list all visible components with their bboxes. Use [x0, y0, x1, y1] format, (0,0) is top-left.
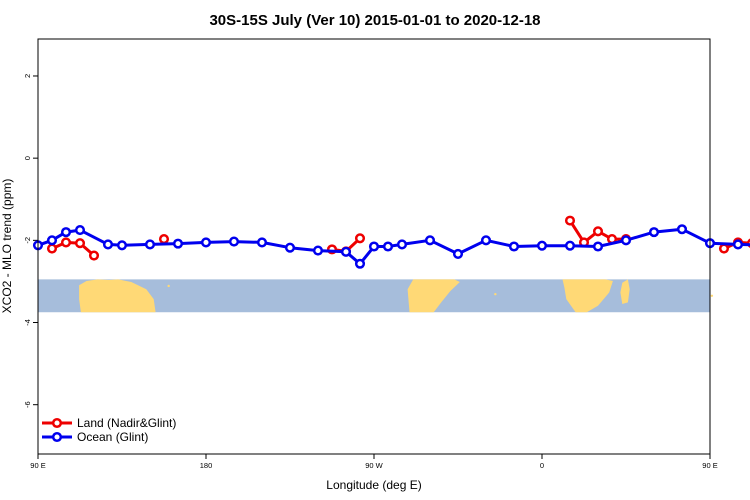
y-tick-label: 2 [23, 74, 32, 78]
legend-marker [51, 417, 63, 429]
data-point [718, 243, 730, 254]
data-point [648, 227, 660, 238]
x-tick-label: 90 E [30, 461, 45, 470]
data-point [200, 237, 212, 248]
data-point [382, 241, 394, 252]
data-point [354, 258, 366, 269]
data-point [592, 241, 604, 252]
land-island [494, 292, 497, 296]
legend: Land (Nadir&Glint)Ocean (Glint) [42, 416, 176, 444]
data-point [480, 235, 492, 246]
data-point [74, 238, 86, 249]
data-point [116, 240, 128, 251]
data-point [368, 241, 380, 252]
series-line [51, 240, 95, 257]
data-point [564, 240, 576, 251]
data-point [284, 242, 296, 253]
y-axis-label: XCO2 - MLO trend (ppm) [0, 179, 14, 314]
data-point [46, 235, 58, 246]
x-tick-label: 0 [540, 461, 544, 470]
data-point [60, 237, 72, 248]
data-point [102, 239, 114, 250]
y-tick-label: -2 [23, 237, 32, 244]
legend-marker [51, 431, 63, 443]
y-tick-label: -4 [23, 319, 32, 326]
land-island [167, 284, 170, 288]
legend-label: Ocean (Glint) [77, 430, 148, 444]
plot-area: 90 E 180 90 W 0 90 E 2 0 -2 -4 -6 [23, 74, 750, 470]
data-point [228, 236, 240, 247]
data-point [592, 226, 604, 237]
plot-frame [37, 38, 711, 455]
data-point [312, 245, 324, 256]
data-point [144, 239, 156, 250]
data-point [620, 235, 632, 246]
data-point [256, 237, 268, 248]
data-point [564, 215, 576, 226]
data-point [536, 240, 548, 251]
land-island [108, 289, 112, 293]
data-point [508, 241, 520, 252]
y-tick-label: -6 [23, 401, 32, 408]
data-point [60, 227, 72, 238]
data-point [172, 238, 184, 249]
x-tick-label: 90 E [702, 461, 717, 470]
data-point [424, 235, 436, 246]
series-1 [32, 224, 750, 269]
land-southern-africa [562, 279, 613, 313]
data-point [74, 225, 86, 236]
land-australia [79, 279, 156, 313]
map-strip [38, 279, 714, 313]
land-south-america [407, 279, 460, 313]
data-point [732, 239, 744, 250]
data-point [158, 234, 170, 245]
land-island [710, 294, 714, 298]
land-madagascar [620, 279, 630, 304]
legend-label: Land (Nadir&Glint) [77, 416, 176, 430]
data-point [88, 250, 100, 261]
x-tick-label: 90 W [365, 461, 383, 470]
chart-title: 30S-15S July (Ver 10) 2015-01-01 to 2020… [209, 12, 540, 29]
data-point [452, 248, 464, 259]
data-point [340, 246, 352, 257]
data-point [676, 224, 688, 235]
data-point [396, 239, 408, 250]
data-point [354, 233, 366, 244]
x-tick-label: 180 [200, 461, 213, 470]
y-tick-label: 0 [23, 156, 32, 160]
x-axis-label: Longitude (deg E) [326, 478, 421, 492]
data-point [46, 243, 58, 254]
